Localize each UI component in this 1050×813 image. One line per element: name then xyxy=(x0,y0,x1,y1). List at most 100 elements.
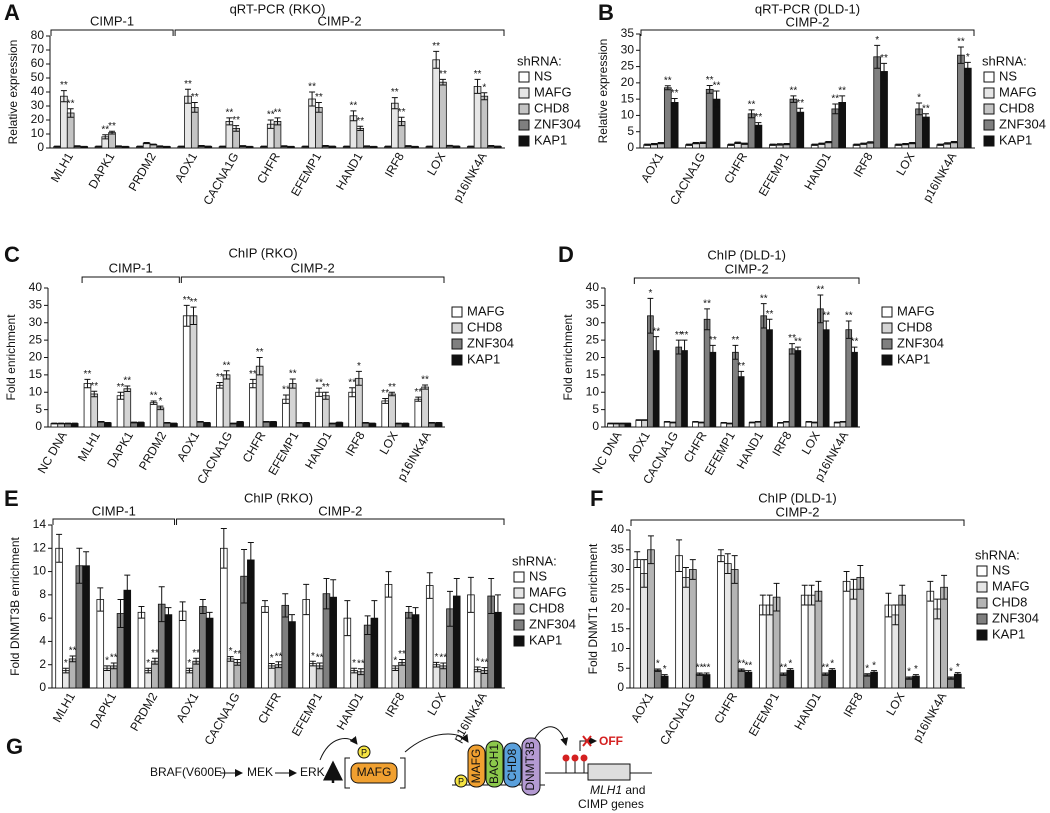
error-bar xyxy=(183,304,190,327)
y-tick-label: 70 xyxy=(31,42,45,56)
group-bracket xyxy=(630,519,965,526)
significance: * xyxy=(435,652,439,663)
legend-swatch xyxy=(451,322,463,334)
bar xyxy=(647,549,655,689)
bar xyxy=(123,388,132,428)
y-tick-label: 50 xyxy=(31,70,45,84)
x-tick-label: NC DNA xyxy=(35,429,70,476)
significance: ** xyxy=(275,651,283,662)
error-bar xyxy=(467,576,474,613)
error-bar xyxy=(178,145,185,148)
error-bar xyxy=(124,385,131,393)
error-bar xyxy=(179,601,186,621)
phospho-label: P xyxy=(361,747,367,757)
bar xyxy=(348,391,356,428)
error-bar xyxy=(412,607,419,623)
significance: * xyxy=(865,663,869,674)
legend-swatch xyxy=(976,581,988,593)
error-bar xyxy=(832,103,839,115)
bar xyxy=(90,393,99,428)
x-tick-label: LOX xyxy=(424,150,448,178)
y-tick-label: 30 xyxy=(621,42,635,56)
significance: ** xyxy=(766,309,774,320)
error-bar xyxy=(329,145,336,148)
error-bar xyxy=(797,107,804,117)
error-bar xyxy=(780,672,787,676)
error-bar xyxy=(138,606,145,619)
legend-label: MAFG xyxy=(992,578,1030,593)
legend-label: MAFG xyxy=(897,303,935,318)
error-bar xyxy=(692,141,699,145)
y-tick-label: 60 xyxy=(31,56,45,70)
error-bar xyxy=(834,421,841,424)
error-bar xyxy=(398,116,405,127)
y-tick-label: 0 xyxy=(37,140,44,154)
error-bar xyxy=(748,109,755,119)
error-bar xyxy=(150,400,157,405)
error-bar xyxy=(818,142,825,145)
bar xyxy=(856,577,865,689)
error-bar xyxy=(881,62,888,81)
error-bar xyxy=(857,565,864,590)
significance: ** xyxy=(190,297,198,308)
bar xyxy=(156,407,165,428)
legend-swatch xyxy=(518,71,530,83)
legend-swatch xyxy=(513,619,525,631)
error-bar xyxy=(97,587,104,612)
error-bar xyxy=(64,422,71,425)
error-bar xyxy=(426,145,433,148)
error-bar xyxy=(237,420,244,423)
bar xyxy=(786,669,795,689)
error-bar xyxy=(811,421,818,424)
x-tick-label: CHFR xyxy=(721,150,750,186)
significance: ** xyxy=(84,369,92,380)
error-bar xyxy=(769,143,776,146)
x-tick-label: IRF8 xyxy=(841,690,866,720)
error-bar xyxy=(689,559,696,580)
target-label: CIMP genes xyxy=(578,797,644,811)
significance: ** xyxy=(233,649,241,660)
error-bar xyxy=(787,668,794,673)
bar xyxy=(164,614,173,689)
node-label: CHD8 xyxy=(505,748,519,781)
bar xyxy=(873,56,882,149)
error-bar xyxy=(76,547,83,584)
y-tick-label: 5 xyxy=(617,660,624,674)
error-bar xyxy=(274,117,281,126)
legend-label: MAFG xyxy=(999,84,1037,99)
error-bar xyxy=(323,578,330,610)
error-bar xyxy=(641,559,648,588)
bar xyxy=(439,81,447,149)
error-bar xyxy=(825,140,832,144)
error-bar xyxy=(720,421,727,424)
significance: * xyxy=(663,664,667,675)
bar xyxy=(432,664,441,689)
group-bracket xyxy=(52,518,176,525)
x-tick-label: LOX xyxy=(424,690,448,718)
error-bar xyxy=(136,145,143,148)
error-bar xyxy=(282,394,289,404)
significance: ** xyxy=(282,385,290,396)
legend-label: ZNF304 xyxy=(529,616,576,631)
y-tick-label: 0 xyxy=(39,680,46,694)
error-bar xyxy=(709,344,716,360)
significance: ** xyxy=(709,335,717,346)
error-bar xyxy=(439,78,446,86)
y-tick-label: 10 xyxy=(31,126,45,140)
bar xyxy=(82,565,90,689)
y-tick-label: 20 xyxy=(29,350,43,364)
error-bar xyxy=(927,580,934,602)
bar xyxy=(723,563,732,689)
arrow xyxy=(404,733,469,753)
error-bar xyxy=(805,420,812,423)
bar xyxy=(222,374,231,428)
bar xyxy=(766,329,773,428)
y-tick-label: 2 xyxy=(39,657,46,671)
y-tick-label: 25 xyxy=(611,581,625,595)
error-bar xyxy=(671,97,678,107)
panel-g: G BRAF(V600E) MEK ERK MAFG P P MAFG BACH… xyxy=(6,726,652,811)
panel-letter: F xyxy=(590,486,603,511)
legend-label: ZNF304 xyxy=(999,116,1046,131)
bar xyxy=(817,308,824,428)
y-tick-label: 10 xyxy=(621,108,635,122)
